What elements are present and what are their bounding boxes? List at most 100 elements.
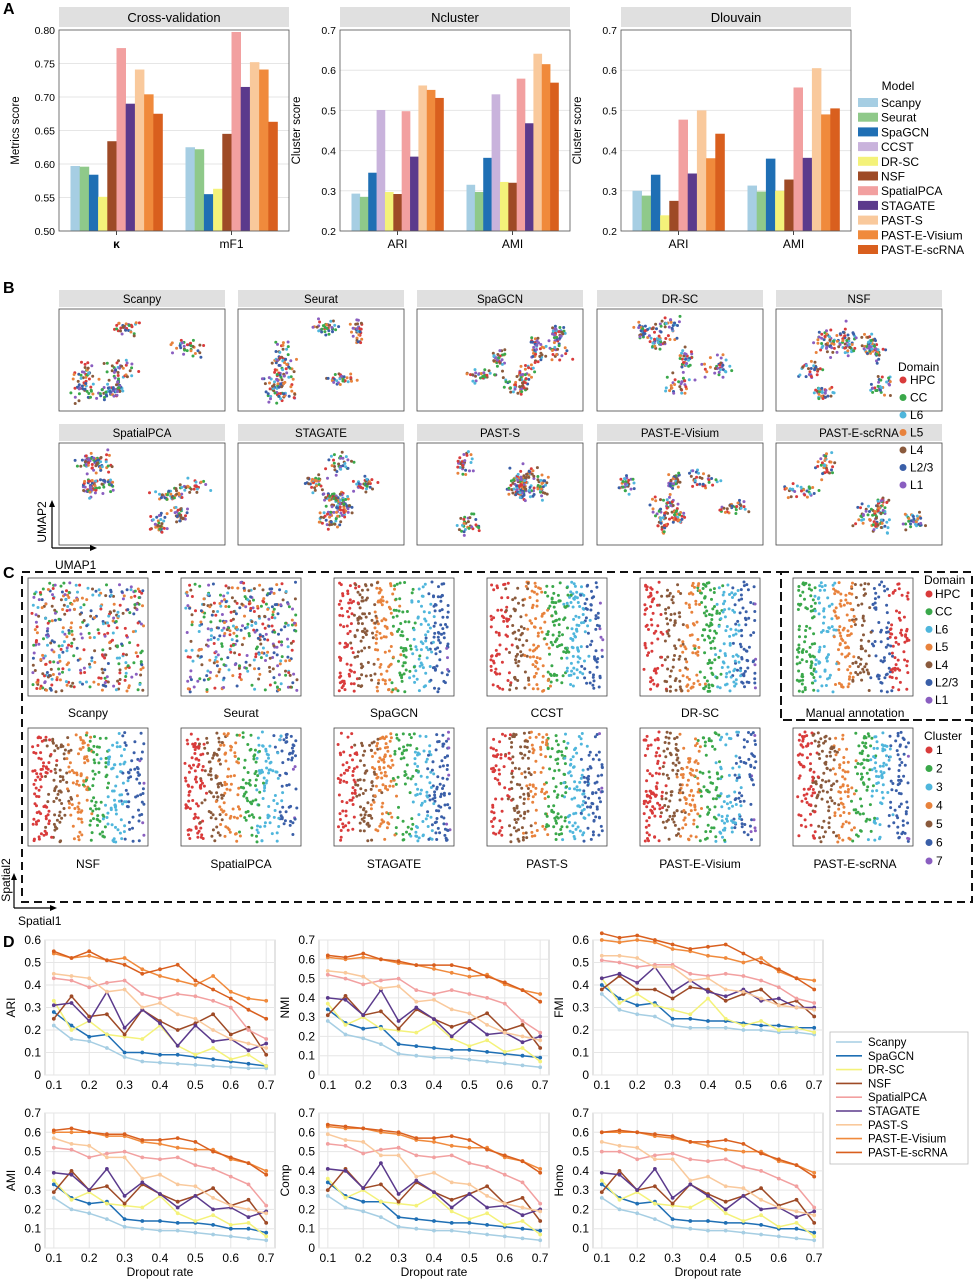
spatial-point: [184, 804, 188, 808]
umap-point: [823, 334, 827, 338]
spatial-point: [688, 606, 692, 609]
spatial-point: [698, 603, 701, 606]
spatial-point: [94, 807, 98, 811]
y-tick-label: 0.50: [35, 226, 56, 238]
umap-point: [805, 364, 808, 368]
spatial-point: [712, 587, 716, 591]
spatial-point: [536, 687, 540, 691]
spatial-point: [62, 603, 66, 607]
spatial-point: [396, 689, 400, 693]
spatial-point: [572, 666, 576, 670]
spatial-point: [353, 655, 357, 659]
umap-point: [815, 373, 819, 377]
umap-point: [465, 453, 469, 457]
spatial-point: [723, 608, 727, 612]
umap-point: [515, 484, 519, 488]
spatial-point: [75, 794, 79, 798]
umap-point: [820, 386, 824, 390]
spatial-point: [441, 615, 445, 619]
spatial-point: [588, 681, 592, 685]
spatial-point: [58, 768, 62, 772]
spatial-point: [79, 606, 83, 609]
umap-point: [536, 360, 540, 364]
spatial-point: [91, 784, 95, 788]
umap-point: [743, 507, 747, 511]
umap-point: [278, 373, 282, 377]
umap-point: [327, 329, 331, 333]
spatial-point: [528, 648, 532, 652]
umap-point: [119, 329, 122, 333]
umap-point: [675, 509, 679, 513]
plot-frame: [596, 442, 764, 546]
y-axis-label: Metrics score: [10, 96, 22, 164]
spatial-point: [113, 798, 116, 802]
spatial-point: [123, 837, 127, 841]
spatial-point: [511, 631, 515, 635]
spatial-point: [268, 744, 272, 748]
umap-point: [156, 524, 160, 527]
umap-point: [825, 350, 829, 354]
spatial-point: [397, 609, 401, 613]
spatial-point: [90, 659, 94, 663]
umap-point: [479, 376, 482, 380]
spatial-point: [514, 686, 518, 690]
umap-point: [876, 499, 880, 503]
spatial-point: [112, 763, 116, 767]
spatial-point: [290, 758, 294, 762]
spatial-point: [248, 778, 252, 782]
umap-point: [130, 366, 134, 370]
umap-point: [329, 319, 333, 323]
spatial-point: [52, 660, 56, 664]
spatial-point: [681, 623, 685, 627]
spatial-point: [257, 614, 261, 618]
spatial-point: [399, 622, 403, 625]
umap-point: [191, 354, 195, 358]
bar: [747, 185, 757, 231]
spatial-point: [432, 595, 435, 599]
umap-point: [281, 341, 285, 345]
umap-point: [825, 346, 828, 350]
legend-label: SpatialPCA: [881, 184, 942, 198]
spatial-point: [424, 684, 427, 688]
spatial-point: [230, 745, 233, 749]
spatial-point: [719, 617, 723, 621]
spatial-point: [490, 654, 493, 658]
spatial-point: [281, 598, 285, 602]
spatial-point: [729, 627, 733, 631]
spatial-point: [79, 632, 83, 636]
umap-point: [286, 340, 290, 344]
spatial-point: [272, 676, 276, 680]
spatial-point: [271, 610, 275, 614]
umap-point: [485, 373, 489, 377]
spatial-point: [140, 649, 144, 653]
spatial-point: [489, 658, 493, 662]
spatial-point: [361, 635, 365, 639]
umap-point: [871, 523, 875, 527]
spatial-point: [213, 686, 217, 690]
spatial-point: [81, 745, 85, 749]
spatial-point: [67, 596, 71, 599]
umap-point: [522, 386, 526, 390]
umap-point: [685, 362, 689, 365]
spatial-point: [114, 688, 118, 692]
spatial-point: [78, 612, 82, 616]
umap-point: [132, 334, 136, 338]
umap-point: [552, 341, 556, 345]
spatial-point: [85, 798, 89, 802]
spatial-point: [437, 638, 441, 642]
spatial-point: [99, 604, 103, 608]
umap-point: [539, 478, 543, 482]
umap-point: [654, 499, 658, 503]
umap-point: [159, 511, 163, 515]
spatial-point: [40, 606, 44, 610]
spatial-point: [565, 601, 569, 605]
spatial-point: [62, 752, 66, 756]
spatial-point: [415, 677, 419, 681]
spatial-point: [111, 631, 115, 635]
umap-point: [134, 321, 138, 325]
spatial-point: [66, 736, 70, 740]
umap-point: [846, 354, 850, 358]
umap-point: [544, 344, 548, 348]
spatial-point: [404, 668, 408, 672]
facet-header: [59, 424, 225, 441]
